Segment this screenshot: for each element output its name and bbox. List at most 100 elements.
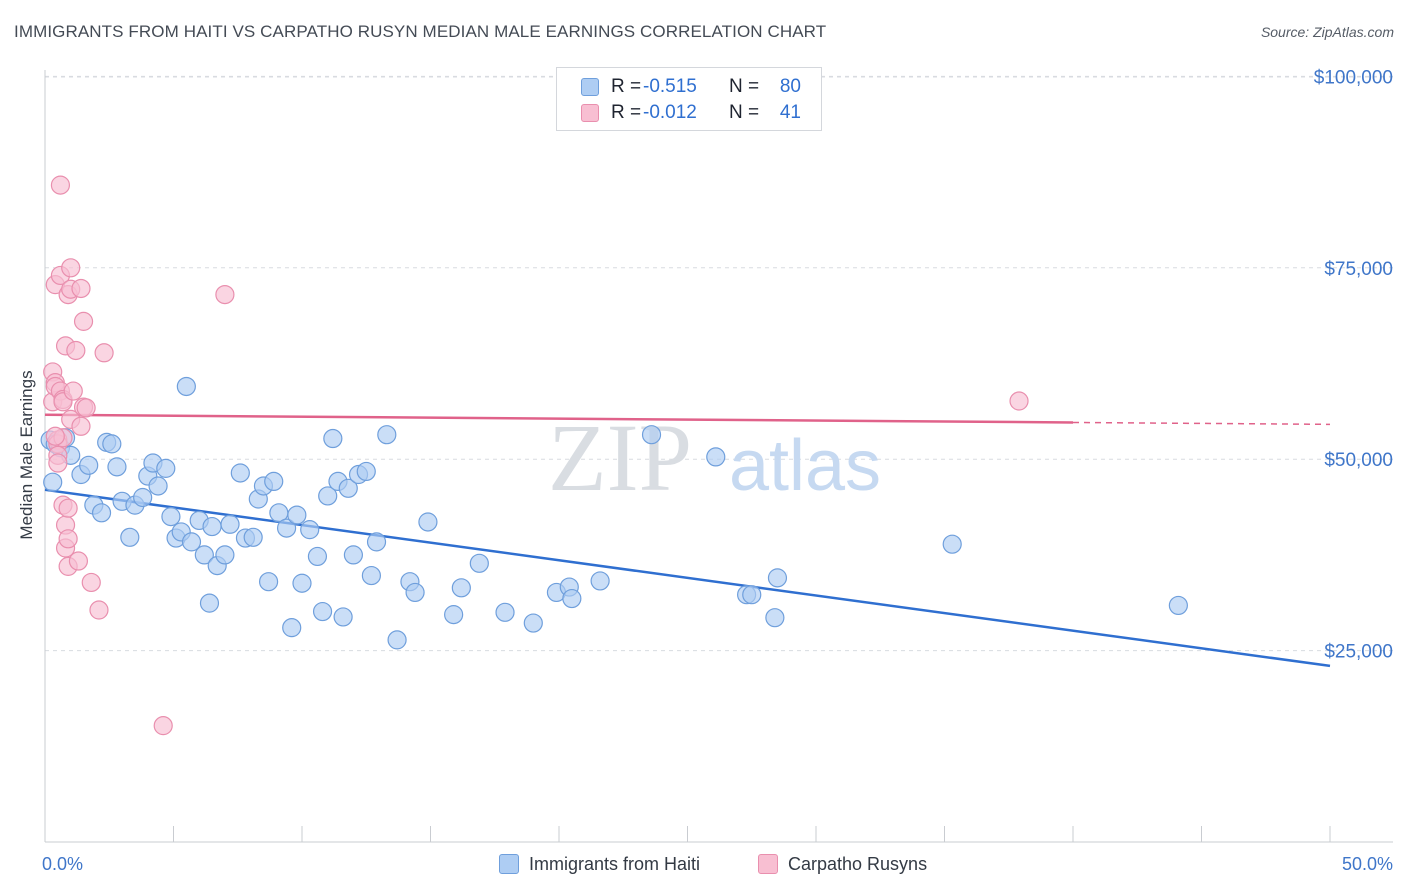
watermark-zip: ZIP: [548, 404, 692, 511]
y-tick-label: $50,000: [1324, 450, 1393, 471]
haiti-point: [706, 447, 726, 467]
haiti-n-value: 80: [779, 76, 801, 97]
tick-labels: $25,000 $50,000 $75,000 $100,000 0.0% 50.0%: [42, 67, 1393, 874]
haiti-point: [176, 376, 196, 397]
trend-lines: [44, 413, 1331, 668]
rusyn-point: [73, 311, 94, 331]
legend-row-haiti: R = -0.515 N = 80: [581, 75, 801, 99]
haiti-point: [469, 553, 489, 573]
stats-legend: R = -0.515 N = 80 R = -0.012 N = 41: [556, 67, 822, 131]
rusyn-point: [63, 381, 83, 401]
haiti-point: [742, 585, 762, 605]
haiti-point: [156, 458, 176, 478]
haiti-point: [282, 618, 302, 638]
rusyn-n-label: N =: [729, 102, 760, 123]
haiti-point: [264, 471, 284, 492]
rusyn-point: [81, 572, 101, 593]
haiti-point: [641, 425, 662, 445]
haiti-point: [338, 478, 358, 498]
haiti-point: [102, 434, 122, 454]
data-points: [40, 175, 1188, 736]
haiti-point: [765, 608, 785, 628]
haiti-trend-line: [44, 488, 1331, 668]
x-tick-label-end: 50.0%: [1342, 854, 1393, 874]
haiti-point: [523, 613, 543, 633]
haiti-point: [133, 487, 153, 508]
haiti-legend-swatch: [499, 854, 519, 874]
haiti-point: [292, 573, 312, 593]
rusyn-point: [48, 453, 68, 473]
rusyn-point: [215, 284, 235, 305]
y-tick-label: $75,000: [1324, 259, 1393, 280]
haiti-point: [307, 546, 328, 567]
haiti-point: [215, 545, 235, 565]
rusyn-point: [58, 498, 78, 518]
x-tick-label-start: 0.0%: [42, 854, 83, 874]
legend-row-rusyn: R = -0.012 N = 41: [581, 101, 801, 125]
haiti-point: [43, 472, 63, 492]
haiti-point: [444, 605, 464, 625]
rusyn-r-value: -0.012: [643, 102, 697, 123]
haiti-legend-label: Immigrants from Haiti: [529, 853, 701, 874]
rusyn-swatch: [581, 104, 599, 122]
haiti-point: [287, 505, 307, 525]
haiti-point: [366, 532, 387, 552]
haiti-point: [107, 457, 127, 477]
haiti-point: [276, 518, 297, 538]
haiti-point: [356, 461, 376, 482]
rusyn-point: [76, 398, 96, 418]
rusyn-point: [1009, 391, 1029, 411]
chart-source: Source: ZipAtlas.com: [1260, 24, 1394, 40]
haiti-point: [181, 532, 202, 552]
haiti-point: [418, 512, 438, 532]
haiti-point: [300, 520, 320, 540]
rusyn-trend-extension: [1072, 421, 1331, 426]
rusyn-point: [50, 175, 71, 195]
axes: [44, 70, 1393, 843]
haiti-r-label: R =: [611, 76, 642, 97]
haiti-point: [1168, 595, 1188, 616]
haiti-r-value: -0.515: [643, 76, 697, 97]
haiti-point: [161, 507, 181, 527]
rusyn-point: [89, 600, 109, 620]
rusyn-point: [68, 551, 89, 571]
haiti-point: [91, 503, 112, 523]
haiti-point: [451, 578, 471, 598]
haiti-point: [199, 593, 220, 613]
haiti-point: [361, 565, 381, 586]
rusyn-point: [71, 278, 91, 299]
y-axis-label: Median Male Earnings: [17, 370, 36, 539]
haiti-point: [495, 602, 515, 622]
rusyn-legend-label: Carpatho Rusyns: [788, 853, 928, 874]
haiti-point: [230, 463, 250, 483]
rusyn-point: [66, 340, 86, 361]
haiti-point: [323, 428, 343, 449]
rusyn-point: [71, 416, 91, 436]
haiti-point: [942, 534, 962, 554]
rusyn-r-label: R =: [611, 102, 642, 123]
haiti-point: [79, 455, 99, 475]
rusyn-point: [45, 426, 65, 446]
rusyn-point: [58, 529, 78, 549]
haiti-point: [562, 588, 582, 609]
haiti-point: [767, 568, 788, 588]
haiti-point: [220, 514, 240, 534]
chart-title: IMMIGRANTS FROM HAITI VS CARPATHO RUSYN …: [14, 22, 827, 41]
haiti-point: [194, 545, 214, 565]
haiti-point: [312, 601, 333, 622]
rusyn-point: [153, 716, 173, 736]
rusyn-legend-swatch: [758, 854, 778, 874]
watermark-atlas: atlas: [729, 426, 881, 506]
y-tick-label: $100,000: [1314, 67, 1393, 88]
haiti-point: [333, 607, 353, 627]
haiti-point: [258, 572, 279, 592]
haiti-point: [377, 425, 397, 445]
rusyn-trend-line: [44, 413, 1074, 424]
haiti-point: [318, 486, 338, 506]
haiti-point: [202, 516, 222, 537]
haiti-point: [148, 476, 168, 496]
haiti-point: [405, 582, 425, 603]
haiti-point: [120, 527, 140, 547]
haiti-point: [590, 571, 610, 591]
